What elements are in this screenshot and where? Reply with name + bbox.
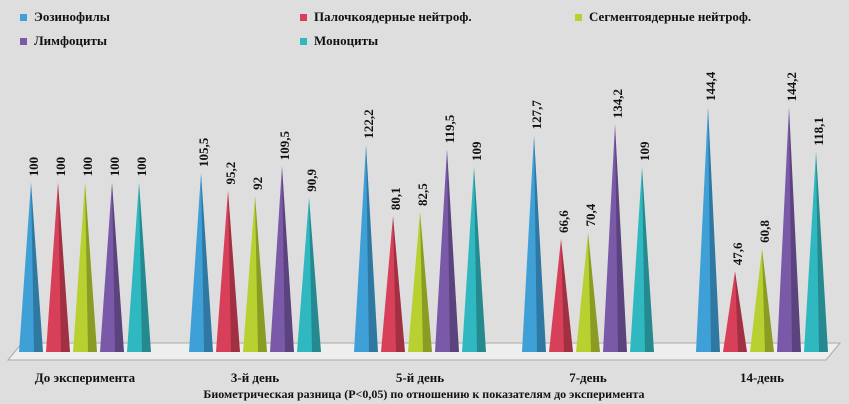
pyramid [696, 107, 720, 352]
data-label: 90,9 [304, 169, 319, 192]
caption: Биометрическая разница (P<0,05) по отнош… [203, 387, 644, 401]
pyramid [777, 107, 801, 353]
pyramid [804, 151, 828, 352]
pyramid-shade [762, 248, 774, 352]
pyramid-shade [708, 107, 720, 352]
pyramid-shade [615, 124, 627, 352]
data-label: 100 [53, 157, 68, 177]
data-label: 134,2 [610, 89, 625, 118]
pyramid [723, 271, 747, 352]
pyramid [19, 182, 43, 352]
data-label: 60,8 [757, 220, 772, 243]
pyramid-shade [393, 216, 405, 352]
x-tick-label: 14-день [740, 370, 784, 385]
pyramid-shade [282, 166, 294, 352]
legend-swatch [300, 38, 307, 45]
pyramid-shade [366, 144, 378, 352]
data-label: 92 [250, 177, 265, 190]
pyramid [100, 182, 124, 352]
pyramid-shade [534, 135, 546, 352]
pyramid-shade [31, 182, 43, 352]
pyramid-shade [789, 107, 801, 353]
data-label: 100 [80, 157, 95, 177]
pyramid [189, 173, 213, 352]
pyramid-shade [735, 271, 747, 352]
pyramid-shade [816, 151, 828, 352]
pyramid [750, 248, 774, 352]
pyramid-shade [139, 182, 151, 352]
pyramid-shade [309, 197, 321, 352]
data-label: 144,4 [703, 71, 718, 101]
legend-swatch [20, 38, 27, 45]
pyramid [408, 212, 432, 352]
pyramid-shade [588, 232, 600, 352]
data-label: 100 [26, 157, 41, 177]
pyramid [297, 197, 321, 352]
data-label: 100 [107, 157, 122, 177]
pyramid-shade [58, 182, 70, 352]
data-label: 109,5 [277, 130, 292, 160]
legend-label: Моноциты [314, 33, 378, 48]
pyramid [270, 166, 294, 352]
data-label: 70,4 [583, 203, 598, 226]
pyramid [522, 135, 546, 352]
pyramid-shade [642, 167, 654, 352]
data-label: 105,5 [196, 137, 211, 167]
pyramid-shade [255, 195, 267, 352]
pyramid [462, 167, 486, 352]
pyramid [243, 195, 267, 352]
pyramid-shade [112, 182, 124, 352]
pyramid-shade [85, 182, 97, 352]
pyramid [354, 144, 378, 352]
pyramid-shade [201, 173, 213, 352]
data-label: 144,2 [784, 72, 799, 101]
x-tick-label: 7-день [569, 370, 607, 385]
legend-swatch [575, 14, 582, 21]
pyramid [216, 190, 240, 352]
pyramid-shade [228, 190, 240, 352]
x-tick-label: 5-й день [396, 370, 444, 385]
data-label: 82,5 [415, 183, 430, 206]
legend-swatch [300, 14, 307, 21]
data-label: 80,1 [388, 187, 403, 210]
pyramid [630, 167, 654, 352]
data-label: 95,2 [223, 162, 238, 185]
legend-label: Лимфоциты [34, 33, 107, 48]
legend-label: Сегментоядерные нейтроф. [589, 9, 751, 24]
pyramid [73, 182, 97, 352]
data-label: 122,2 [361, 109, 376, 138]
pyramid [603, 124, 627, 352]
pyramid [435, 149, 459, 352]
pyramid-shade [447, 149, 459, 352]
pyramid [127, 182, 151, 352]
pyramid [381, 216, 405, 352]
x-tick-label: 3-й день [231, 370, 279, 385]
data-label: 119,5 [442, 114, 457, 143]
data-label: 127,7 [529, 100, 544, 130]
data-label: 109 [637, 141, 652, 161]
legend-label: Эозинофилы [34, 9, 110, 24]
pyramid [576, 232, 600, 352]
pyramid [549, 239, 573, 352]
legend-swatch [20, 14, 27, 21]
x-tick-label: До эксперимента [35, 370, 136, 385]
pyramid-shade [561, 239, 573, 352]
data-label: 118,1 [811, 117, 826, 146]
pyramid-shade [474, 167, 486, 352]
legend-label: Палочкоядерные нейтроф. [314, 9, 472, 24]
data-label: 109 [469, 141, 484, 161]
data-label: 100 [134, 157, 149, 177]
data-label: 66,6 [556, 210, 571, 233]
pyramid [46, 182, 70, 352]
pyramid-shade [420, 212, 432, 352]
data-label: 47,6 [730, 242, 745, 265]
